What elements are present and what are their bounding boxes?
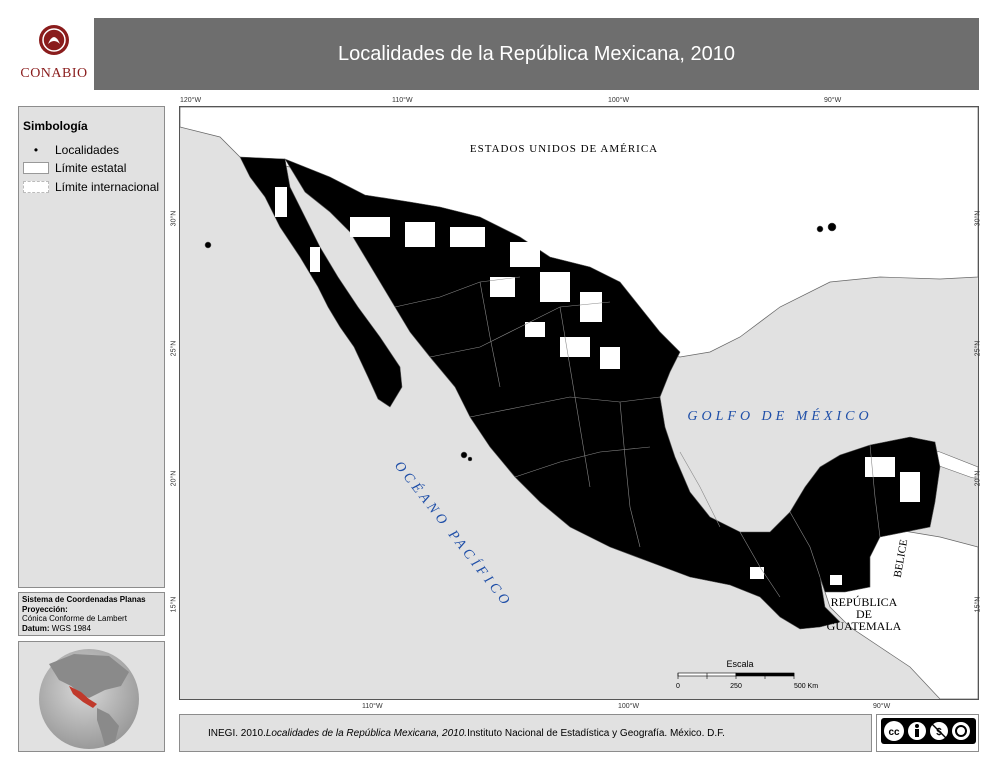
cc-icon: cc bbox=[884, 721, 904, 741]
dot-icon: • bbox=[33, 143, 39, 157]
tick-top-100w: 100°W bbox=[608, 97, 630, 104]
citation-prefix: INEGI. 2010. bbox=[208, 727, 266, 739]
scale-label-500: 500 Km bbox=[794, 683, 818, 690]
datum-value: WGS 1984 bbox=[51, 623, 91, 633]
mexico-localities-map: ESTADOS UNIDOS DE AMÉRICA GOLFO DE MÉXIC… bbox=[179, 106, 979, 700]
by-icon bbox=[908, 722, 926, 740]
coordinate-system: Sistema de Coordenadas Planas bbox=[22, 595, 146, 604]
legend-item-label: Localidades bbox=[55, 143, 120, 157]
tick-left-20n: 20°N bbox=[170, 470, 178, 487]
nc-icon: $ bbox=[930, 722, 948, 740]
legend-item-limite-estatal: Límite estatal bbox=[23, 161, 126, 175]
label-guatemala-3: GUATEMALA bbox=[827, 619, 902, 633]
legend-item-label: Límite internacional bbox=[55, 180, 160, 194]
scale-title: Escala bbox=[726, 659, 753, 669]
tick-bottom-110w: 110°W bbox=[362, 703, 383, 710]
svg-text:$: $ bbox=[936, 727, 942, 738]
tick-right-15n: 15°N bbox=[974, 596, 982, 613]
projection-label: Proyección: bbox=[22, 604, 68, 614]
label-gulf-of-mexico: GOLFO DE MÉXICO bbox=[687, 407, 872, 424]
tick-right-25n: 25°N bbox=[974, 340, 982, 357]
legend-item-localidades: • Localidades bbox=[23, 143, 119, 157]
mexico-mainland bbox=[284, 158, 941, 630]
projection-value: Cónica Conforme de Lambert bbox=[22, 614, 127, 623]
legend-panel: Simbología • Localidades Límite estatal … bbox=[18, 106, 165, 588]
tick-left-15n: 15°N bbox=[170, 596, 178, 613]
datum-label: Datum: bbox=[22, 623, 50, 633]
state-boundaries bbox=[394, 276, 881, 598]
tick-left-30n: 30°N bbox=[170, 210, 178, 227]
svg-text:cc: cc bbox=[888, 727, 900, 738]
citation-footer: INEGI. 2010. Localidades de la República… bbox=[179, 714, 872, 752]
map-frame: ESTADOS UNIDOS DE AMÉRICA GOLFO DE MÉXIC… bbox=[170, 97, 982, 710]
legend-title: Simbología bbox=[23, 119, 88, 133]
title-bar: Localidades de la República Mexicana, 20… bbox=[94, 18, 979, 90]
locator-globe-panel bbox=[18, 641, 165, 752]
coordinate-system-panel: Sistema de Coordenadas Planas Proyección… bbox=[18, 592, 165, 636]
conabio-emblem-icon bbox=[39, 25, 69, 55]
label-usa: ESTADOS UNIDOS DE AMÉRICA bbox=[470, 143, 658, 155]
tick-top-90w: 90°W bbox=[824, 97, 842, 104]
label-guatemala-2: DE bbox=[856, 607, 872, 621]
logo-text: CONABIO bbox=[20, 66, 88, 81]
scale-label-0: 0 bbox=[676, 683, 680, 690]
conabio-logo: CONABIO bbox=[18, 18, 90, 90]
tick-right-20n: 20°N bbox=[974, 470, 982, 487]
baja-california bbox=[239, 156, 403, 408]
legend-item-limite-internacional: Límite internacional bbox=[23, 180, 159, 194]
label-guatemala-1: REPÚBLICA bbox=[831, 595, 898, 609]
sparse-areas bbox=[275, 187, 920, 585]
label-pacific-ocean: OCÉANO PACÍFICO bbox=[391, 457, 516, 610]
tick-bottom-100w: 100°W bbox=[618, 703, 640, 710]
citation-suffix: Instituto Nacional de Estadística y Geog… bbox=[467, 727, 725, 739]
scale-bar bbox=[677, 672, 795, 679]
license-badge[interactable]: cc $ bbox=[876, 714, 979, 752]
tick-left-25n: 25°N bbox=[170, 340, 178, 357]
sa-icon bbox=[952, 722, 970, 740]
page-title: Localidades de la República Mexicana, 20… bbox=[338, 42, 735, 65]
tick-top-110w: 110°W bbox=[392, 97, 413, 104]
citation-title: Localidades de la República Mexicana, 20… bbox=[265, 727, 468, 739]
license-icons: cc $ bbox=[884, 721, 970, 741]
international-boundary-icon bbox=[23, 181, 49, 193]
tick-right-30n: 30°N bbox=[974, 210, 982, 227]
locator-globe-icon bbox=[39, 649, 139, 749]
legend-item-label: Límite estatal bbox=[55, 161, 127, 175]
tick-top-120w: 120°W bbox=[180, 97, 202, 104]
scale-label-250: 250 bbox=[730, 683, 742, 690]
tick-bottom-90w: 90°W bbox=[873, 703, 891, 710]
state-boundary-icon bbox=[23, 162, 49, 174]
